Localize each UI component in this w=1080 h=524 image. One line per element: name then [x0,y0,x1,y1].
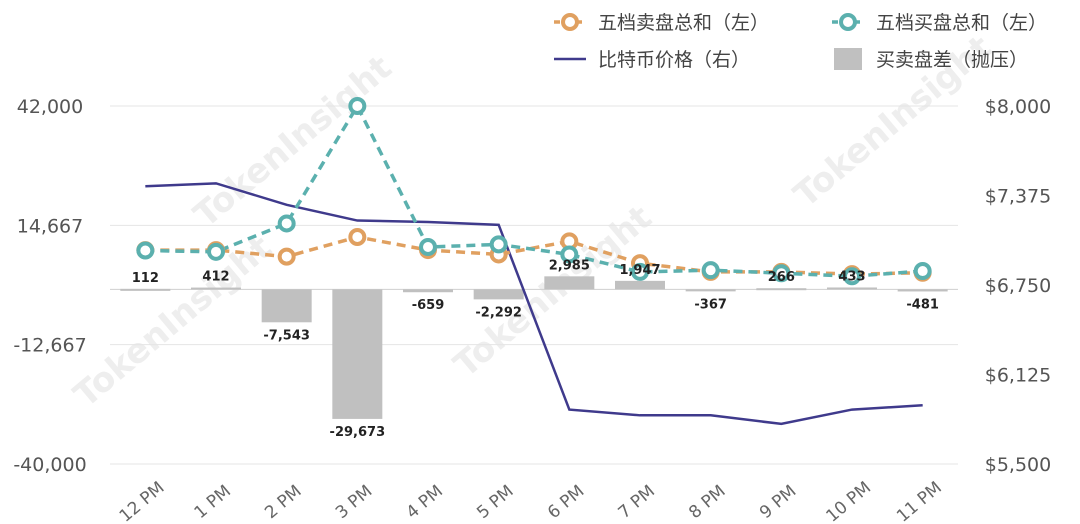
buy-point [560,245,579,264]
bar [403,289,453,293]
buy-point [489,235,508,254]
right-tick-label: $5,500 [985,454,1051,476]
x-tick-label: 4 PM [403,481,447,523]
buy-point [207,242,225,261]
bar-data-label: -29,673 [330,425,386,440]
bar-data-label: -7,543 [263,328,310,343]
bar-data-label: 266 [768,270,795,285]
legend-label: 比特币价格（右） [598,49,750,71]
left-tick-label: -40,000 [13,454,86,476]
x-tick-label: 3 PM [332,481,376,523]
x-tick-label: 11 PM [893,478,946,524]
bar-data-label: 112 [132,271,159,286]
sell-point [348,227,367,246]
right-tick-label: $6,125 [985,365,1051,387]
watermark-text: TokenInsight [66,228,279,416]
grid-lines [110,105,958,465]
right-tick-label: $6,750 [985,275,1051,297]
bar [897,289,948,292]
legend-label: 五档买盘总和（左） [876,12,1047,34]
bar [544,276,595,290]
x-tick-label: 6 PM [544,481,588,523]
bar [120,288,171,291]
bar-data-label: -2,292 [475,305,522,320]
sell-point [277,247,296,266]
bar-data-label: 412 [202,270,229,285]
buy-line [145,102,923,279]
buy-point [419,238,437,257]
legend-swatch [834,48,862,70]
left-tick-label: 14,667 [17,215,83,237]
x-tick-label: 1 PM [191,481,235,523]
bar [332,289,383,419]
legend-label: 五档卖盘总和（左） [598,12,769,34]
bar-data-label: 2,985 [549,258,590,273]
buy-point [701,261,720,280]
x-tick-label: 9 PM [756,481,800,523]
price-line [145,182,923,426]
bar-data-label: -659 [412,298,445,313]
buy-point [277,214,296,233]
x-tick-label: 7 PM [615,481,659,523]
legend-swatch-marker [561,13,579,31]
data-labels: 112 412 -7,543 -29,673 -659 -2,292 2,985 1,947 -… [132,258,939,440]
buy-point [136,241,155,260]
bar [615,280,665,290]
bar [756,288,807,291]
legend-label: 买卖盘差（抛压） [876,49,1028,71]
right-tick-label: $8,000 [985,96,1051,118]
left-tick-label: -12,667 [13,335,86,357]
line-series [136,97,932,426]
x-tick-label: 10 PM [822,478,875,524]
buy-point [843,267,861,286]
buy-point [772,264,791,283]
bar-data-label: 1,947 [619,263,660,278]
bar [191,287,241,290]
bar [685,289,736,292]
x-tick-label: 5 PM [473,481,517,523]
x-tick-label: 8 PM [685,481,729,523]
left-tick-label: 42,000 [17,96,83,118]
buy-point [913,262,932,281]
legend: 五档卖盘总和（左） 五档买盘总和（左） 比特币价格（右） 买卖盘差（抛压） [554,12,1047,71]
watermark-layer: TokenInsight TokenInsightTokenInsightToke… [66,28,999,416]
bar-data-label: 433 [838,269,865,284]
bar-data-label: -367 [694,297,727,312]
right-tick-label: $7,375 [985,186,1051,208]
buy-point [348,97,367,115]
bar-data-label: -481 [906,297,939,312]
bar [827,287,877,290]
bar-series [120,276,948,419]
x-tick-label: 12 PM [116,478,169,524]
x-tick-label: 2 PM [261,481,305,523]
bar [261,289,312,323]
bar [473,289,524,300]
buy-point [631,262,649,281]
legend-swatch-marker [839,13,857,31]
